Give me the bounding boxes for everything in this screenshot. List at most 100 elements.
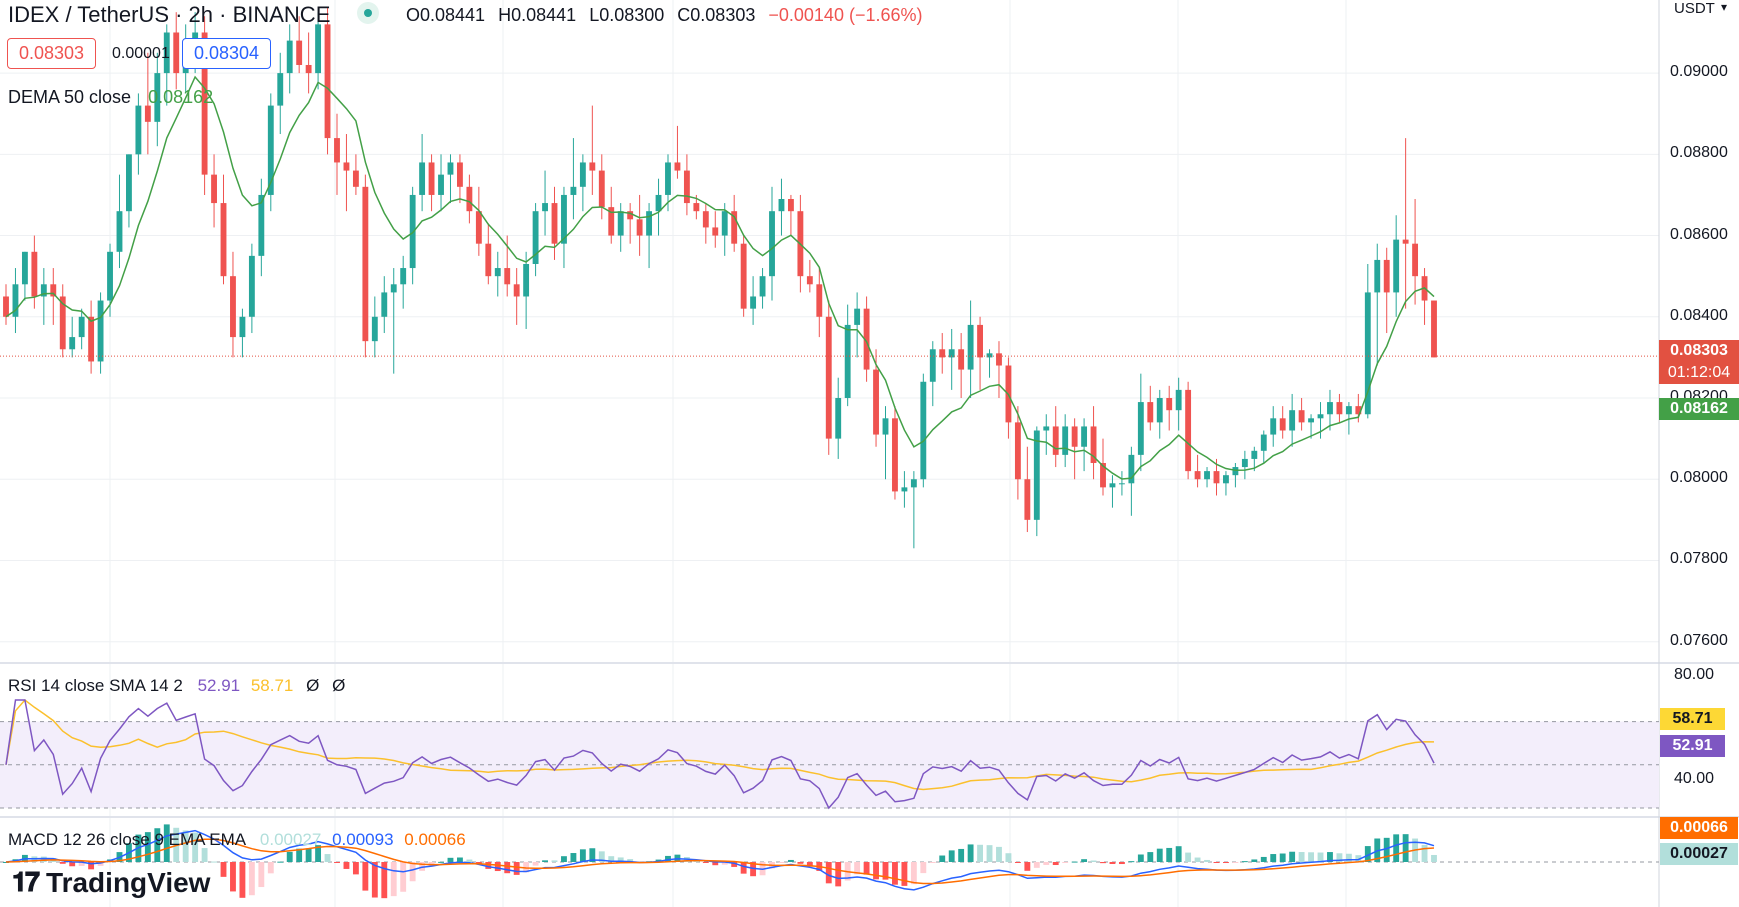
- candle-body: [1223, 475, 1229, 484]
- candle-body: [1336, 402, 1343, 415]
- candle-body: [1166, 398, 1173, 411]
- macd-hist-bar: [1204, 859, 1210, 862]
- candle: [457, 154, 463, 204]
- macd-hist-bar: [731, 862, 738, 867]
- candle: [352, 154, 359, 195]
- macd-hist-bar: [1137, 854, 1144, 862]
- candle: [343, 134, 350, 212]
- dema-legend[interactable]: DEMA 50 close 0.08162: [8, 87, 213, 108]
- macd-hist-bar: [806, 862, 813, 867]
- candle: [1279, 406, 1286, 439]
- candle-body: [769, 211, 775, 277]
- candle-body: [286, 40, 293, 74]
- rsi-tick-40: 40.00: [1674, 770, 1715, 787]
- symbol-title[interactable]: IDEX / TetherUS · 2h · BINANCE: [8, 2, 331, 27]
- candle: [1090, 406, 1097, 480]
- grid-lines: [0, 0, 1659, 907]
- candle: [561, 186, 567, 269]
- candle-body: [1052, 426, 1059, 455]
- candle: [721, 203, 728, 256]
- tradingview-logo-icon: 𝟏𝟕: [12, 867, 40, 897]
- candle-body: [1241, 458, 1248, 468]
- macd-label: MACD 12 26 close 9 EMA EMA: [8, 830, 246, 849]
- tradingview-logo[interactable]: 𝟏𝟕 TradingView: [12, 866, 210, 900]
- candle-body: [844, 324, 851, 399]
- candle: [769, 186, 775, 301]
- macd-hist-bar: [523, 862, 530, 873]
- candle-body: [806, 276, 813, 285]
- candle-body: [230, 276, 236, 338]
- candle: [230, 251, 236, 358]
- candle: [882, 406, 889, 480]
- macd-hist-bar: [1071, 861, 1078, 863]
- candle: [1412, 199, 1419, 305]
- macd-hist-bar: [1005, 853, 1012, 862]
- candle-body: [1393, 239, 1400, 293]
- candle-body: [778, 199, 785, 212]
- candle-body: [438, 174, 444, 195]
- sell-button[interactable]: 0.08303: [7, 38, 97, 69]
- rsi-sma-tag: 58.71: [1660, 708, 1725, 730]
- macd-hist-bar: [579, 849, 586, 862]
- rsi-band: [0, 721, 1659, 809]
- candle: [598, 154, 605, 220]
- candle-body: [69, 337, 76, 350]
- last-price-value: 0.08303: [1670, 342, 1728, 359]
- macd-signal-tag: 0.00066: [1660, 817, 1738, 839]
- candle-body: [721, 211, 728, 236]
- candle: [986, 349, 993, 378]
- candle-body: [1298, 410, 1305, 423]
- candle: [315, 12, 322, 90]
- ohlc-close: C0.08303: [677, 5, 756, 25]
- macd-hist-bar: [1251, 859, 1258, 862]
- candle-body: [882, 418, 889, 435]
- candle: [996, 341, 1002, 399]
- price-tick: 0.09000: [1670, 63, 1728, 81]
- candle-body: [305, 64, 312, 74]
- candle-body: [627, 211, 634, 220]
- candle-body: [1308, 418, 1314, 423]
- candle-body: [126, 154, 132, 212]
- candle: [683, 154, 690, 216]
- macd-hist-bar: [1241, 861, 1248, 863]
- candle: [1232, 462, 1239, 488]
- price-tick: 0.07600: [1670, 631, 1728, 649]
- candle: [239, 308, 246, 358]
- candle-body: [1043, 426, 1050, 431]
- candle: [362, 174, 369, 358]
- candle-body: [542, 203, 548, 212]
- candle-body: [693, 203, 700, 212]
- rsi-legend[interactable]: RSI 14 close SMA 14 2 52.91 58.71 Ø Ø: [8, 676, 345, 696]
- candle-body: [258, 194, 265, 256]
- candle-body: [532, 211, 539, 264]
- candle: [608, 186, 615, 244]
- rsi-extra-2: Ø: [332, 676, 346, 695]
- candle-body: [1128, 454, 1135, 484]
- rsi-line: [5, 699, 1435, 810]
- candle-body: [967, 324, 974, 370]
- price-tick: 0.08800: [1670, 144, 1728, 162]
- candle-body: [144, 105, 151, 122]
- macd-hist-bar: [59, 862, 66, 864]
- price-tick: 0.08400: [1670, 306, 1728, 324]
- dema-label: DEMA 50 close: [8, 87, 132, 107]
- rsi-sma-line: [5, 698, 1435, 791]
- macd-hist-bar: [230, 862, 236, 892]
- macd-hist-bar: [296, 848, 303, 862]
- candle-body: [334, 138, 340, 163]
- candle: [854, 292, 861, 358]
- candle-body: [579, 162, 586, 187]
- macd-hist-bar: [1100, 862, 1106, 864]
- macd-legend[interactable]: MACD 12 26 close 9 EMA EMA 0.00027 0.000…: [8, 830, 466, 850]
- currency-label[interactable]: USDT: [1674, 0, 1715, 17]
- candle-body: [759, 276, 766, 297]
- macd-hist-bar: [721, 862, 728, 865]
- candle-body: [1100, 462, 1106, 488]
- buy-button[interactable]: 0.08304: [182, 38, 272, 69]
- macd-hist-bar: [835, 862, 842, 887]
- candle: [759, 268, 766, 309]
- candle-body: [655, 194, 662, 212]
- candle: [248, 243, 255, 334]
- candle: [267, 93, 274, 212]
